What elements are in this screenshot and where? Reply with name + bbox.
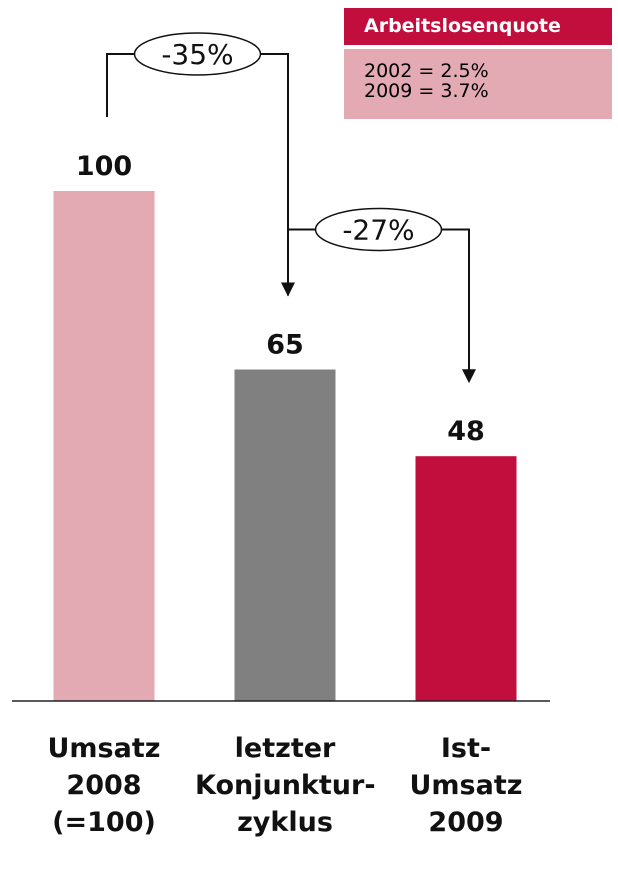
bar-2 bbox=[234, 369, 336, 701]
category-label-line: Konjunktur- bbox=[195, 770, 376, 801]
change-arrow bbox=[287, 228, 469, 377]
category-label-konjunkturzyklus: letzter Konjunktur- zyklus bbox=[195, 730, 376, 841]
category-label-line: Umsatz bbox=[409, 770, 523, 801]
change-arrow bbox=[106, 53, 288, 290]
legend-line: 2009 = 3.7% bbox=[364, 80, 489, 102]
category-label-line: letzter bbox=[234, 733, 336, 764]
category-label-line: zyklus bbox=[237, 807, 333, 838]
change-percent-label: -27% bbox=[342, 214, 414, 247]
category-label-line: 2008 bbox=[66, 770, 142, 801]
bar-1 bbox=[53, 191, 155, 701]
change-percent-label: -35% bbox=[161, 38, 233, 71]
category-label-line: 2009 bbox=[428, 807, 504, 838]
legend-title: Arbeitslosenquote bbox=[344, 8, 612, 45]
change-bubble bbox=[314, 207, 443, 252]
category-label-line: Ist- bbox=[440, 733, 492, 764]
legend-line: 2002 = 2.5% bbox=[364, 60, 489, 82]
category-label-line: Umsatz bbox=[47, 733, 161, 764]
change-bubble bbox=[133, 32, 262, 76]
category-label-line: (=100) bbox=[52, 807, 156, 838]
bar-value-label: 48 bbox=[447, 416, 485, 447]
legend-body: 2002 = 2.5% 2009 = 3.7% bbox=[344, 49, 612, 119]
category-label-ist-umsatz-2009: Ist- Umsatz 2009 bbox=[376, 730, 556, 841]
legend-box: Arbeitslosenquote 2002 = 2.5% 2009 = 3.7… bbox=[344, 8, 612, 119]
category-label-umsatz-2008: Umsatz 2008 (=100) bbox=[14, 730, 194, 841]
bar-value-label: 65 bbox=[266, 330, 304, 361]
bar-value-label: 100 bbox=[76, 151, 132, 182]
bar-3 bbox=[415, 456, 517, 701]
